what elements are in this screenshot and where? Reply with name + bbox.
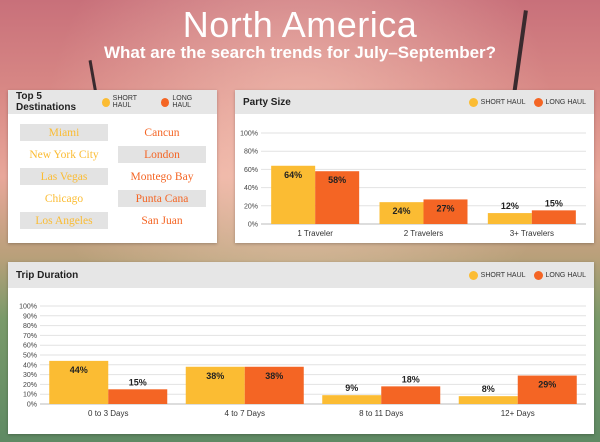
y-tick-label: 20%: [244, 203, 258, 210]
page-title: North America: [182, 4, 418, 45]
data-label: 64%: [284, 170, 302, 180]
short-haul-legend-dot: [468, 97, 478, 107]
short-haul-destination: Las Vegas: [20, 168, 108, 185]
y-tick-label: 0%: [248, 222, 258, 229]
short-haul-bar: [458, 396, 518, 404]
x-tick-label: 0 to 3 Days: [88, 409, 128, 418]
long-haul-destination: Cancun: [144, 126, 180, 139]
y-tick-label: 0%: [27, 402, 37, 409]
x-tick-label: 2 Travelers: [404, 229, 444, 238]
y-tick-label: 40%: [244, 185, 258, 192]
short-haul-destination: New York City: [29, 148, 99, 161]
short-haul-bar: [271, 165, 316, 224]
short-haul-destination: Miami: [20, 124, 108, 141]
data-label: 38%: [265, 371, 283, 381]
short-haul-bar: [487, 213, 532, 224]
x-tick-label: 3+ Travelers: [510, 229, 554, 238]
y-tick-label: 80%: [23, 323, 37, 330]
y-tick-label: 90%: [23, 313, 37, 320]
x-tick-label: 4 to 7 Days: [225, 409, 265, 418]
short-haul-bar: [322, 395, 382, 404]
x-tick-label: 8 to 11 Days: [359, 409, 403, 418]
data-label: 15%: [545, 198, 563, 208]
y-tick-label: 60%: [23, 343, 37, 350]
trip-duration-card-header: Trip Duration SHORT HAUL LONG HAUL: [8, 262, 594, 288]
party-size-card-header: Party Size SHORT HAUL LONG HAUL: [235, 90, 594, 114]
destinations-legend: SHORT HAUL LONG HAUL: [98, 95, 209, 109]
long-haul-bar: [108, 389, 168, 404]
long-haul-bar: [315, 171, 360, 224]
destinations-card: Top 5 Destinations SHORT HAUL LONG HAUL …: [8, 90, 217, 243]
short-haul-bar: [379, 202, 424, 224]
trip-duration-chart: 0% 10% 20% 30% 40% 50% 60% 70% 80% 90% 100% 44% 15% 0…: [19, 304, 586, 418]
short-haul-destination: Los Angeles: [20, 212, 108, 229]
long-haul-legend-dot: [161, 97, 170, 107]
short-haul-bar: [49, 360, 109, 404]
page-subtitle: What are the search trends for July–Sept…: [103, 43, 497, 62]
data-label: 9%: [345, 383, 358, 393]
long-haul-legend-dot: [533, 97, 543, 107]
long-haul-legend-label: LONG HAUL: [172, 95, 193, 109]
page-header: North America What are the search trends…: [0, 0, 600, 62]
x-tick-label: 1 Traveler: [297, 229, 333, 238]
data-label: 44%: [70, 365, 88, 375]
short-haul-legend-dot: [468, 270, 478, 280]
short-haul-legend-label: SHORT HAUL: [112, 95, 137, 109]
data-label: 12%: [501, 201, 519, 211]
party-size-card: Party Size SHORT HAUL LONG HAUL 0% 20% 40%…: [235, 90, 594, 243]
long-haul-destination: London: [118, 146, 206, 163]
data-label: 8%: [482, 384, 495, 394]
destinations-card-header: Top 5 Destinations SHORT HAUL LONG HAUL: [8, 90, 217, 114]
y-tick-label: 100%: [240, 131, 258, 138]
long-haul-bar: [244, 366, 304, 404]
long-haul-destination: San Juan: [141, 214, 183, 227]
data-label: 24%: [392, 206, 410, 216]
trip-duration-card: Trip Duration SHORT HAUL LONG HAUL 0% 10%…: [8, 262, 594, 434]
short-haul-legend-dot: [101, 97, 110, 107]
party-size-chart: 0% 20% 40% 60% 80% 100% 64% 58% 1 Traveler 24% 27%…: [240, 131, 586, 238]
destinations-grid: Miami Cancun New York City London Las Ve…: [8, 114, 217, 229]
long-haul-bar: [531, 210, 576, 224]
x-tick-label: 12+ Days: [501, 409, 535, 418]
long-haul-legend-label: LONG HAUL: [545, 98, 586, 106]
y-tick-label: 10%: [23, 392, 37, 399]
y-tick-label: 80%: [244, 149, 258, 156]
long-haul-legend-label: LONG HAUL: [545, 271, 586, 279]
trip-duration-title: Trip Duration: [16, 269, 79, 281]
short-haul-destination: Chicago: [44, 192, 84, 205]
data-label: 27%: [436, 203, 454, 213]
party-size-legend: SHORT HAUL LONG HAUL: [465, 97, 586, 107]
long-haul-bar: [423, 199, 468, 224]
y-tick-label: 30%: [23, 372, 37, 379]
data-label: 58%: [328, 175, 346, 185]
long-haul-legend-dot: [533, 270, 543, 280]
y-tick-label: 20%: [23, 382, 37, 389]
data-label: 18%: [402, 374, 420, 384]
destinations-title: Top 5 Destinations: [16, 91, 77, 113]
short-haul-bar: [185, 366, 245, 404]
long-haul-bar: [517, 375, 577, 404]
y-tick-label: 50%: [23, 353, 37, 360]
y-tick-label: 40%: [23, 362, 37, 369]
y-tick-label: 100%: [19, 304, 37, 311]
y-tick-label: 70%: [23, 333, 37, 340]
long-haul-bar: [381, 386, 441, 404]
short-haul-legend-label: SHORT HAUL: [480, 98, 526, 106]
long-haul-destination: Punta Cana: [118, 190, 206, 207]
data-label: 29%: [538, 380, 556, 390]
data-label: 38%: [206, 371, 224, 381]
y-tick-label: 60%: [244, 167, 258, 174]
trip-duration-legend: SHORT HAUL LONG HAUL: [465, 270, 586, 280]
party-size-title: Party Size: [243, 96, 291, 108]
long-haul-destination: Montego Bay: [130, 170, 194, 183]
data-label: 15%: [129, 377, 147, 387]
short-haul-legend-label: SHORT HAUL: [480, 271, 526, 279]
